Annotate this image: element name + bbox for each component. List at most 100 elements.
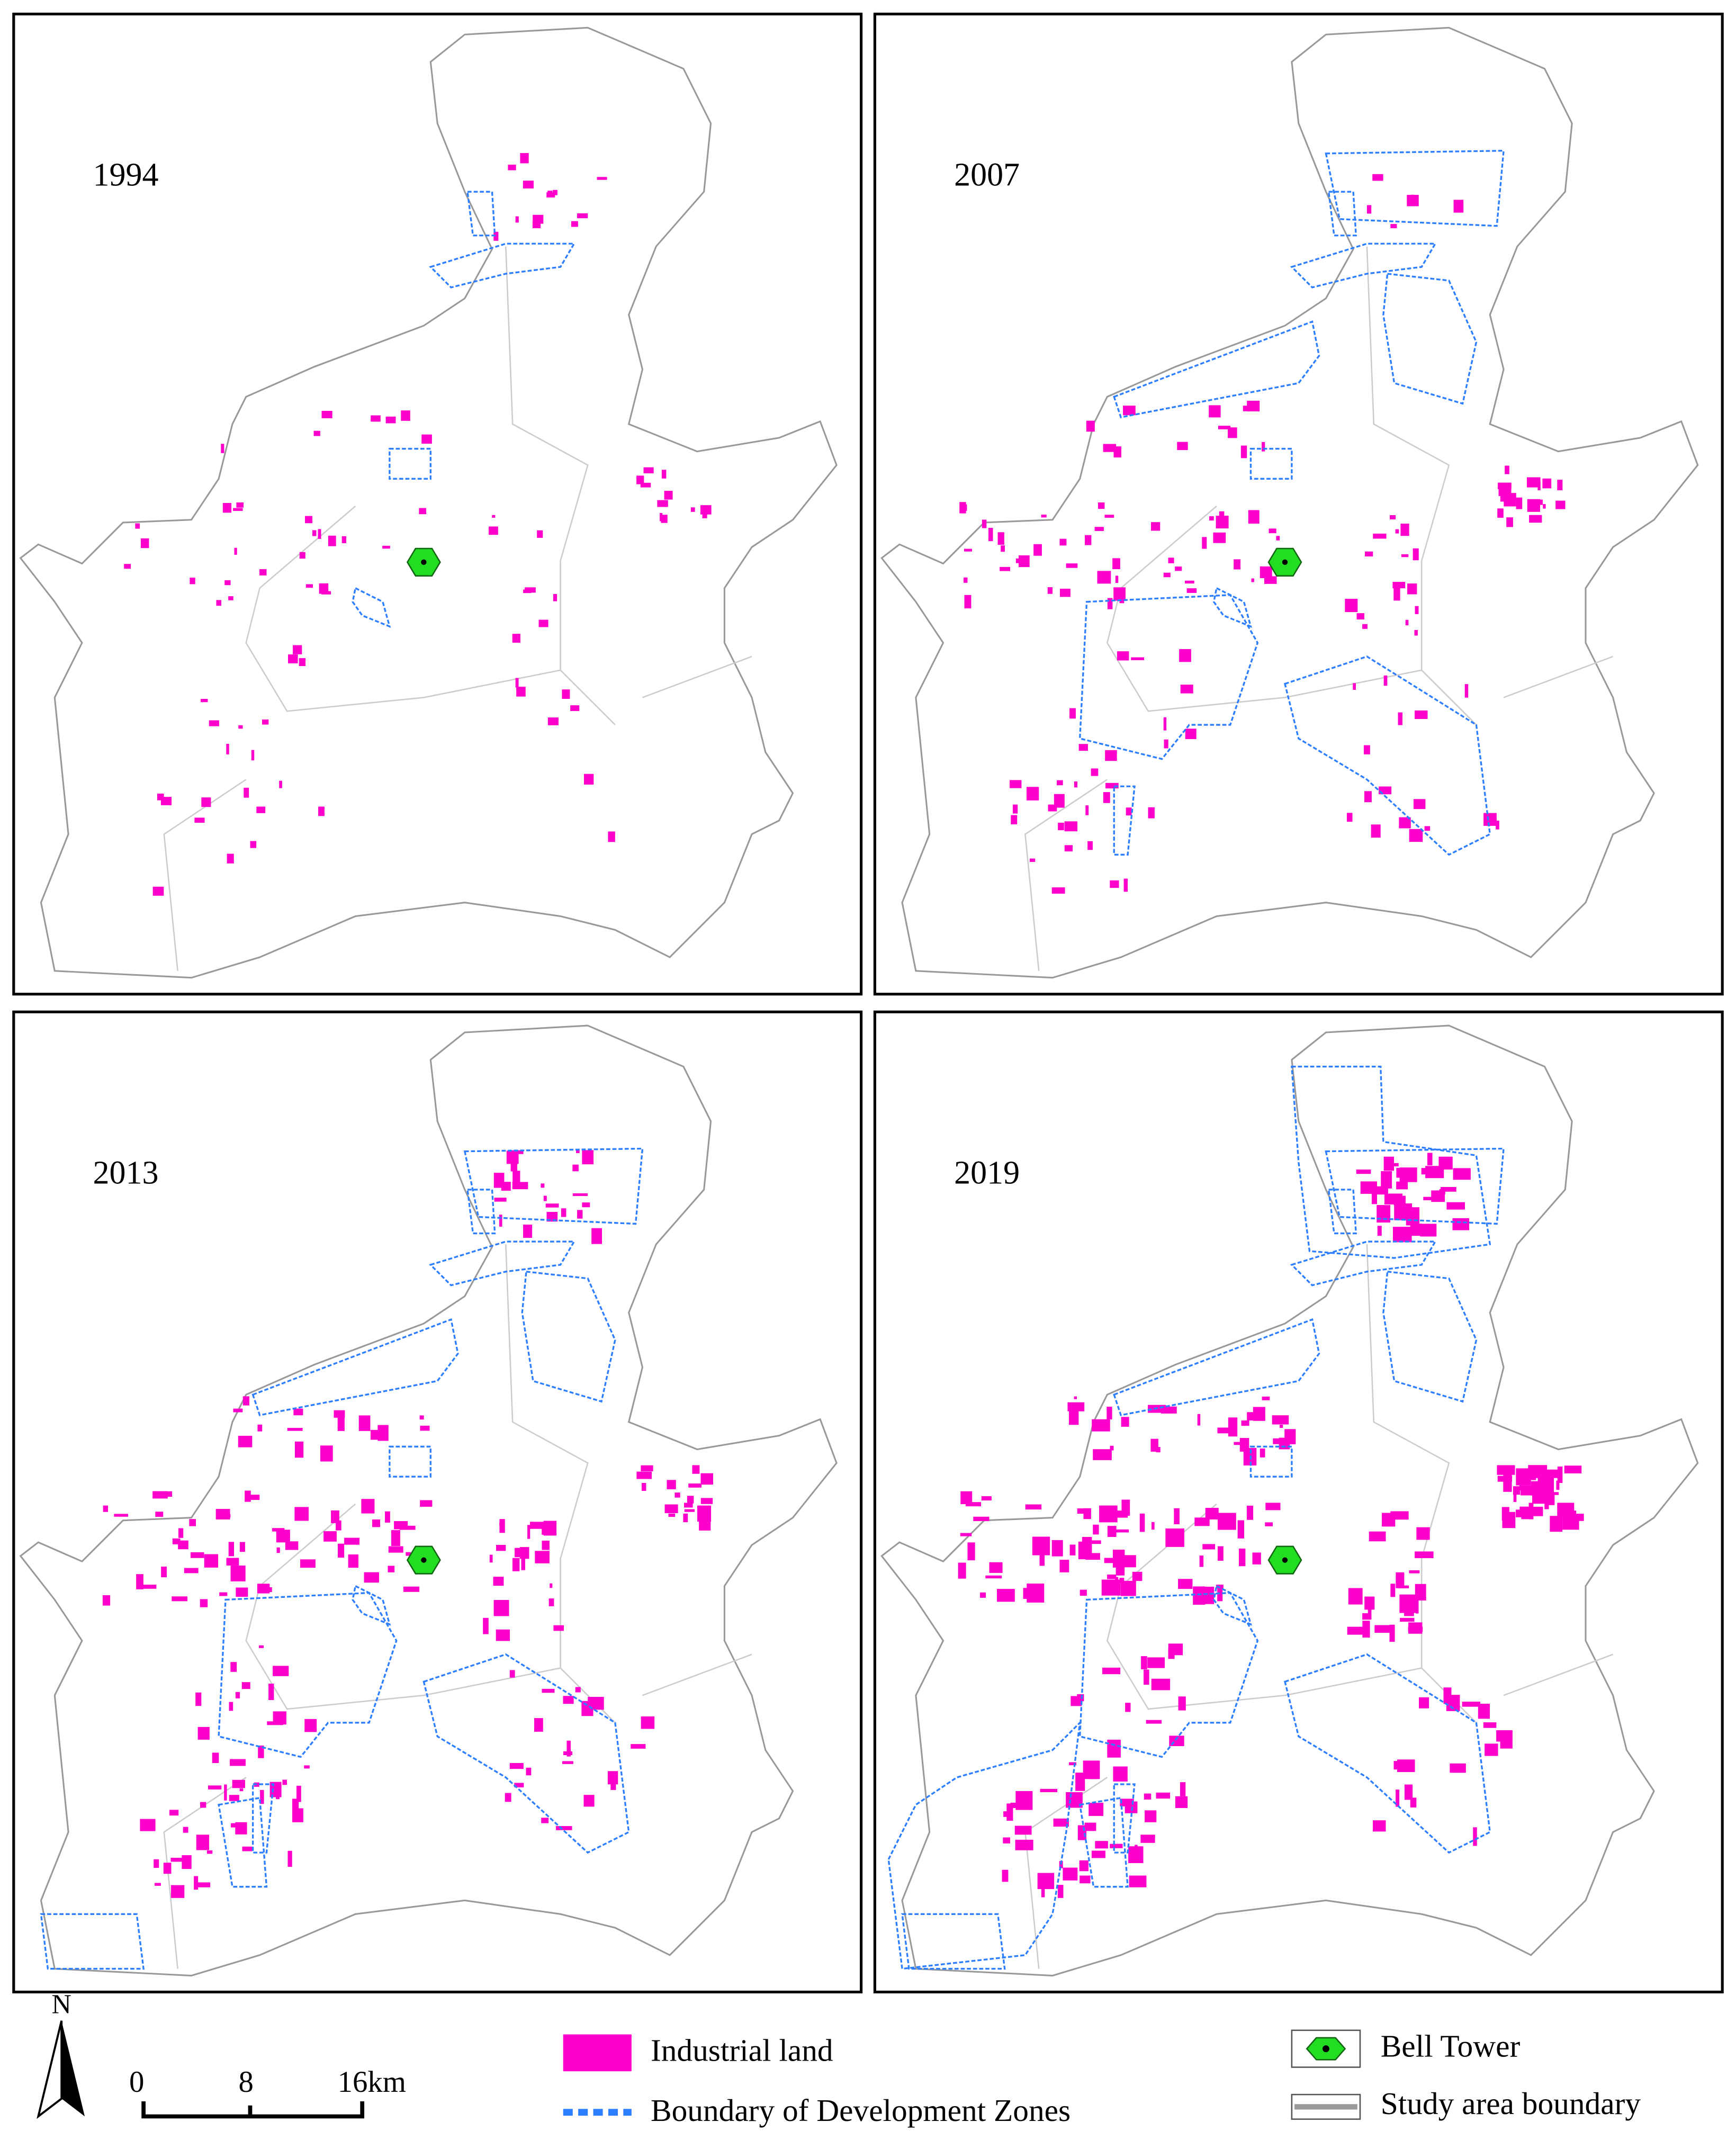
industrial-patch: [508, 165, 516, 170]
industrial-patch: [1006, 1803, 1013, 1821]
industrial-patch: [183, 1827, 188, 1833]
industrial-patch: [219, 1592, 228, 1596]
industrial-patch: [1441, 1187, 1456, 1192]
industrial-patch: [1123, 878, 1128, 892]
industrial-patch: [178, 1528, 184, 1538]
development-zone: [1283, 1653, 1491, 1854]
industrial-patch: [1246, 1505, 1254, 1520]
industrial-patch: [1416, 1595, 1419, 1614]
industrial-patch: [1217, 1546, 1224, 1561]
industrial-patch: [959, 502, 966, 514]
development-zone: [429, 1240, 576, 1287]
industrial-patch: [296, 1785, 301, 1802]
development-zone: [1382, 273, 1478, 405]
panel-year: 2007: [954, 157, 1020, 193]
industrial-patch: [1373, 533, 1387, 539]
development-zone: [389, 1445, 431, 1478]
industrial-patch: [496, 1544, 506, 1551]
industrial-patch: [1356, 613, 1364, 620]
industrial-patch: [1180, 1782, 1186, 1796]
industrial-patch: [258, 1587, 272, 1593]
industrial-patch: [172, 1538, 181, 1544]
industrial-patch: [235, 1822, 247, 1835]
industrial-patch: [1074, 1396, 1077, 1399]
industrial-patch: [194, 817, 205, 823]
industrial-patch: [1368, 1607, 1372, 1620]
industrial-patch: [1497, 508, 1504, 518]
industrial-patch: [1497, 1465, 1515, 1475]
industrial-patch: [401, 410, 410, 421]
industrial-patch: [1362, 624, 1368, 629]
industrial-patch: [1097, 571, 1111, 584]
industrial-patch: [276, 1547, 280, 1553]
industrial-patch: [260, 1790, 264, 1804]
industrial-patch: [200, 1599, 208, 1607]
industrial-patch: [230, 1565, 246, 1581]
industrial-patch: [563, 1751, 573, 1756]
industrial-patch: [1414, 1551, 1434, 1558]
industrial-patch: [1452, 1218, 1470, 1230]
industrial-patch: [1269, 528, 1276, 534]
industrial-patch: [1419, 1697, 1429, 1709]
industrial-patch: [1497, 482, 1512, 489]
industrial-patch: [1009, 780, 1022, 788]
industrial-patch: [1051, 1540, 1063, 1557]
industrial-patch: [1528, 1474, 1544, 1478]
industrial-patch: [1110, 1844, 1123, 1848]
industrial-patch: [152, 1491, 168, 1499]
industrial-patch: [1025, 1504, 1042, 1510]
industrial-patch: [241, 1682, 250, 1689]
development-zone: [1113, 1783, 1136, 1854]
industrial-patch: [1555, 500, 1566, 509]
industrial-patch: [233, 1408, 243, 1413]
industrial-patch: [197, 1727, 210, 1740]
industrial-patch: [1084, 535, 1092, 545]
industrial-patch: [965, 1502, 982, 1507]
industrial-patch: [641, 1716, 655, 1729]
industrial-patch: [1374, 1625, 1393, 1633]
development-zone: [521, 1270, 616, 1403]
industrial-patch: [1071, 1696, 1082, 1706]
industrial-patch: [1346, 813, 1353, 822]
industrial-patch: [1150, 1438, 1158, 1452]
industrial-patch: [372, 1519, 381, 1527]
map-panel: 2007: [873, 12, 1724, 996]
industrial-patch: [1279, 1425, 1283, 1428]
industrial-patch: [318, 529, 321, 539]
industrial-patch: [1527, 499, 1541, 512]
industrial-patch: [1209, 405, 1221, 418]
industrial-patch: [1399, 817, 1411, 829]
bell-tower-dot: [1282, 559, 1288, 565]
development-zone: [422, 1653, 630, 1854]
industrial-patch: [667, 1480, 676, 1489]
industrial-patch: [1101, 1579, 1121, 1596]
industrial-patch: [523, 181, 534, 188]
map-panel: 1994: [12, 12, 863, 996]
industrial-patch: [305, 584, 313, 588]
industrial-patch: [1237, 1520, 1245, 1539]
industrial-patch: [1178, 1579, 1193, 1589]
industrial-patch: [1406, 1207, 1420, 1226]
industrial-patch: [318, 806, 325, 816]
industrial-patch: [1059, 1861, 1063, 1868]
industrial-patch: [989, 1562, 1003, 1573]
industrial-patch: [1503, 1474, 1512, 1492]
industrial-patch: [1524, 1470, 1536, 1480]
industrial-patch: [1177, 442, 1188, 451]
industrial-patch: [1151, 1678, 1171, 1691]
industrial-patch: [1446, 1202, 1465, 1210]
industrial-patch: [1150, 522, 1161, 531]
industrial-patch: [1272, 1415, 1289, 1425]
development-zone: [352, 1585, 391, 1626]
industrial-patch: [1401, 554, 1409, 558]
industrial-patch: [1364, 1596, 1375, 1610]
industrial-patch: [664, 491, 673, 500]
industrial-patch: [1362, 1621, 1370, 1638]
industrial-patch: [996, 1589, 1015, 1602]
industrial-patch: [1119, 591, 1125, 604]
industrial-patch: [1427, 1153, 1433, 1166]
industrial-patch: [1110, 1445, 1114, 1451]
industrial-patch: [1565, 1514, 1584, 1521]
map-panel: 2019: [873, 1010, 1724, 1994]
industrial-patch: [548, 1598, 554, 1606]
